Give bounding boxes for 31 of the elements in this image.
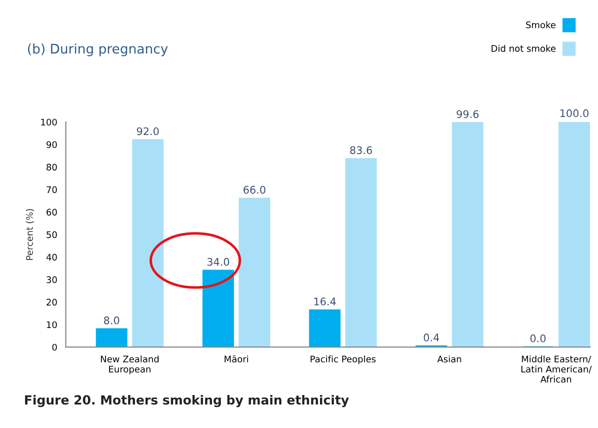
data-label: 83.6 (350, 146, 372, 154)
y-tick-label: 50 (46, 231, 57, 238)
x-tick-label: Middle Eastern/ Latin American/ African (521, 355, 592, 383)
y-tick-label: 70 (46, 186, 57, 194)
x-tick-label: Māori (224, 355, 248, 362)
data-label: 0.0 (530, 334, 546, 342)
legend-label: Did not smoke (492, 44, 556, 52)
data-label: 99.6 (456, 110, 479, 118)
data-label: 34.0 (207, 258, 230, 266)
y-tick-label: 20 (46, 298, 57, 306)
x-tick-label: Pacific Peoples (310, 355, 376, 364)
y-axis-title: Percent (%) (26, 209, 34, 260)
y-tick-label: 100 (41, 118, 57, 126)
data-label: 0.4 (424, 334, 440, 342)
y-tick-label: 0 (52, 344, 57, 351)
data-label: 92.0 (136, 127, 159, 136)
y-tick-label: 60 (46, 208, 57, 216)
x-tick-label: Asian (437, 355, 462, 362)
data-label: 66.0 (244, 186, 266, 194)
y-tick-label: 90 (46, 141, 57, 148)
data-label: 100.0 (560, 109, 588, 118)
y-tick-label: 10 (46, 321, 57, 328)
y-tick-label: 30 (46, 276, 57, 284)
x-tick-label: New Zealand European (100, 355, 159, 374)
y-tick-label: 40 (46, 254, 57, 261)
data-label: 16.4 (314, 298, 336, 306)
data-label: 8.0 (104, 316, 120, 324)
legend-label: Smoke (526, 21, 556, 28)
caption: Figure 20. Mothers smoking by main ethnicity (25, 394, 349, 408)
y-tick-label: 80 (46, 164, 57, 171)
chart-title: (b) During pregnancy (28, 43, 168, 56)
